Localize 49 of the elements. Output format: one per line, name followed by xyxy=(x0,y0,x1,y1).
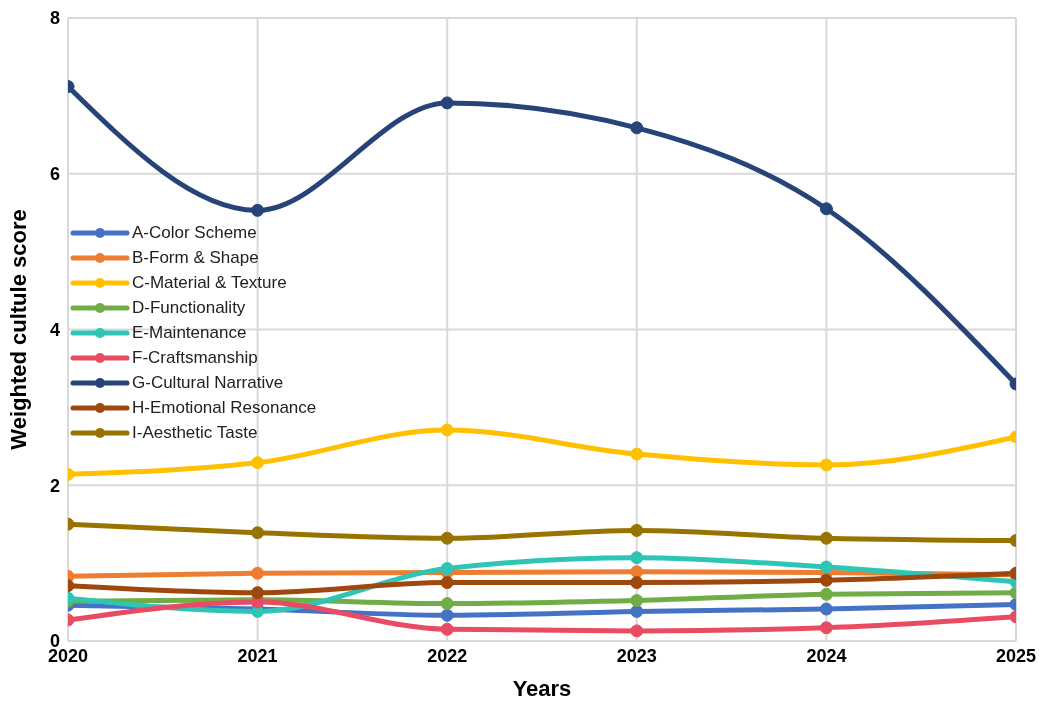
point xyxy=(251,566,265,580)
x-tick-label: 2025 xyxy=(995,645,1037,666)
point xyxy=(819,458,833,472)
point xyxy=(819,560,833,574)
legend-label: I-Aesthetic Taste xyxy=(132,422,258,443)
x-tick-label: 2021 xyxy=(237,645,278,666)
point xyxy=(440,423,454,437)
y-tick-label: 8 xyxy=(49,8,60,29)
x-tick-label: 2024 xyxy=(806,645,847,666)
y-tick-label: 2 xyxy=(49,475,60,496)
point xyxy=(819,202,833,216)
point xyxy=(819,573,833,587)
point xyxy=(440,608,454,622)
point xyxy=(251,456,265,470)
point xyxy=(630,604,644,618)
point xyxy=(630,447,644,461)
point xyxy=(630,624,644,638)
legend-label: F-Craftsmanship xyxy=(132,347,258,368)
x-axis-title: Years xyxy=(512,676,572,701)
point xyxy=(440,576,454,590)
point xyxy=(630,594,644,608)
point xyxy=(440,622,454,636)
point xyxy=(819,621,833,635)
point xyxy=(819,587,833,601)
point xyxy=(819,531,833,545)
point xyxy=(630,121,644,135)
legend-label: D-Functionality xyxy=(132,297,246,318)
legend-label: E-Maintenance xyxy=(132,322,247,343)
point xyxy=(630,576,644,590)
point xyxy=(440,531,454,545)
legend-label: B-Form & Shape xyxy=(132,247,259,268)
y-tick-label: 4 xyxy=(49,319,60,340)
point xyxy=(440,96,454,110)
point xyxy=(630,565,644,579)
x-tick-label: 2023 xyxy=(616,645,657,666)
y-axis-title: Weighted cultule score xyxy=(5,209,31,450)
point xyxy=(630,523,644,537)
legend-label: H-Emotional Resonance xyxy=(132,397,317,418)
legend-label: C-Material & Texture xyxy=(132,272,287,293)
point xyxy=(251,203,265,217)
y-tick-label: 6 xyxy=(49,164,60,185)
point xyxy=(819,602,833,616)
point xyxy=(630,551,644,565)
point xyxy=(251,526,265,540)
point xyxy=(440,597,454,611)
legend-label: G-Cultural Narrative xyxy=(132,372,284,393)
legend-label: A-Color Scheme xyxy=(132,222,257,243)
x-tick-label: 2022 xyxy=(427,645,468,666)
point xyxy=(251,586,265,600)
